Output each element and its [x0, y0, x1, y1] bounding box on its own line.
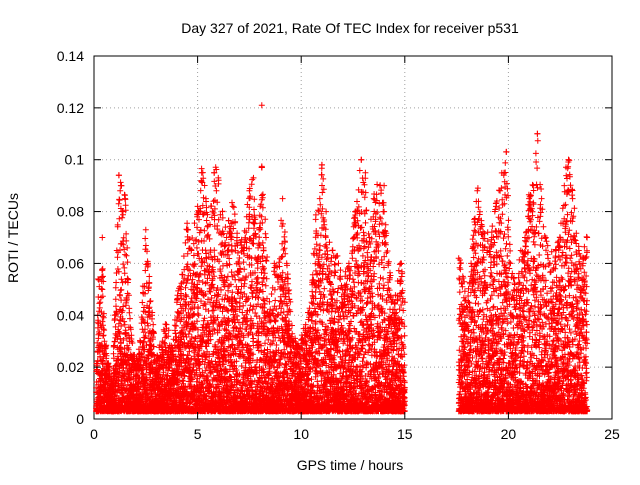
data-point: [262, 270, 268, 276]
data-point: [126, 310, 132, 316]
data-point: [122, 252, 128, 258]
data-point: [197, 366, 203, 372]
data-point: [147, 299, 153, 305]
data-point: [100, 266, 106, 272]
data-point: [115, 254, 121, 260]
data-point: [282, 239, 288, 245]
data-point: [204, 374, 210, 380]
data-point: [173, 323, 179, 329]
data-point: [229, 289, 235, 295]
data-point: [198, 188, 204, 194]
data-point: [195, 311, 201, 317]
data-point: [99, 287, 105, 293]
data-point: [251, 196, 257, 202]
chart-title: Day 327 of 2021, Rate Of TEC Index for r…: [181, 20, 519, 36]
data-point: [146, 274, 152, 280]
data-point: [148, 298, 154, 304]
data-point: [180, 272, 186, 278]
data-point: [122, 270, 128, 276]
data-point: [242, 228, 248, 234]
data-point: [252, 221, 258, 227]
data-point: [142, 236, 148, 242]
data-point: [262, 231, 268, 237]
data-point: [270, 307, 276, 313]
data-point: [232, 211, 238, 217]
data-point: [113, 280, 119, 286]
data-point: [119, 215, 125, 221]
data-point: [121, 265, 127, 271]
data-point: [198, 263, 204, 269]
data-point: [120, 280, 126, 286]
data-point: [140, 283, 146, 289]
data-point: [116, 216, 122, 222]
data-point: [210, 281, 216, 287]
data-point: [264, 254, 270, 260]
data-point: [256, 234, 262, 240]
data-point: [260, 191, 266, 197]
data-point: [124, 253, 130, 259]
data-point: [250, 336, 256, 342]
data-point: [282, 229, 288, 235]
data-point: [195, 305, 201, 311]
data-point: [264, 276, 270, 282]
data-point: [236, 255, 242, 261]
data-point: [196, 312, 202, 318]
data-point: [263, 258, 269, 264]
data-points: [93, 102, 590, 414]
data-point: [222, 224, 228, 230]
data-point: [140, 371, 146, 377]
data-point: [271, 268, 277, 274]
data-point: [213, 188, 219, 194]
data-point: [118, 297, 124, 303]
data-point: [189, 280, 195, 286]
data-point: [143, 243, 149, 249]
data-point: [113, 303, 119, 309]
data-point: [127, 316, 133, 322]
data-point: [263, 283, 269, 289]
data-point: [184, 220, 190, 226]
data-point: [289, 323, 295, 329]
data-point: [269, 291, 275, 297]
data-point: [117, 197, 123, 203]
data-point: [150, 322, 156, 328]
data-point: [113, 296, 119, 302]
data-point: [237, 300, 243, 306]
data-point: [100, 313, 106, 319]
data-point: [121, 246, 127, 252]
data-point: [115, 266, 121, 272]
data-point: [225, 288, 231, 294]
data-point: [117, 293, 123, 299]
data-point: [117, 188, 123, 194]
data-point: [226, 256, 232, 262]
data-point: [204, 218, 210, 224]
data-point: [180, 378, 186, 384]
data-point: [194, 245, 200, 251]
